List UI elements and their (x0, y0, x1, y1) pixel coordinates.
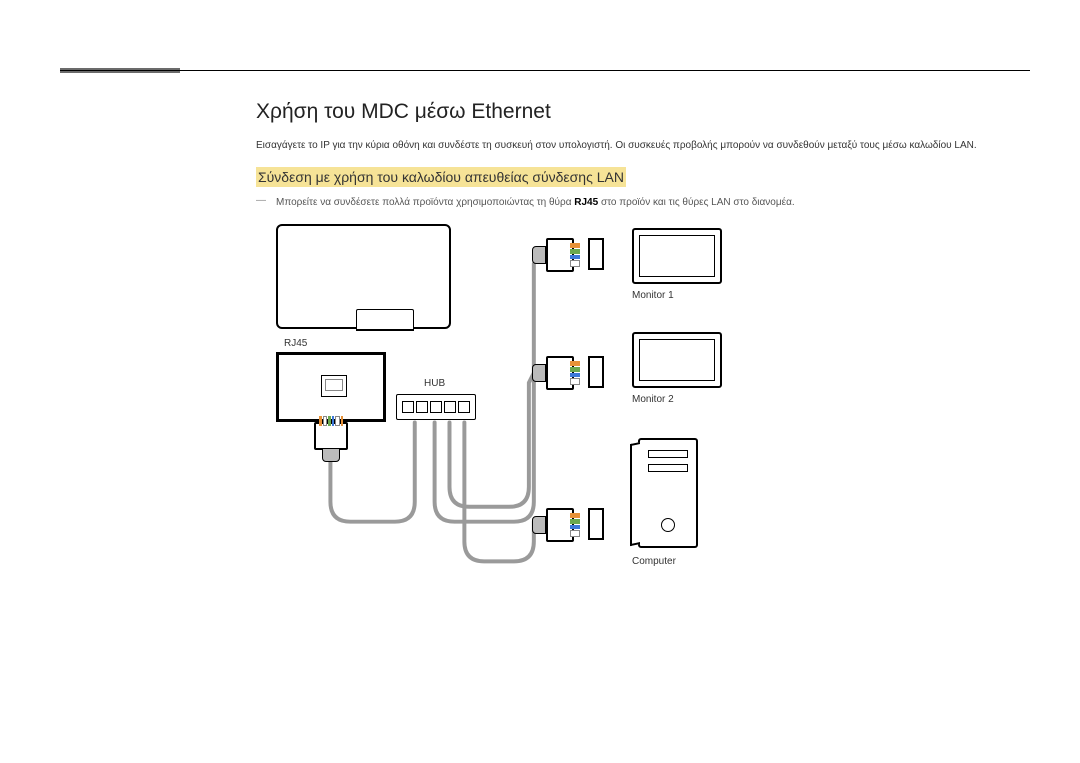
monitor1-label: Monitor 1 (632, 290, 674, 301)
rj45-port-icon (321, 375, 347, 397)
monitor-icon (632, 228, 722, 284)
computer-tower-icon (638, 438, 698, 548)
lan-socket-icon (588, 238, 604, 270)
note-prefix: Μπορείτε να συνδέσετε πολλά προϊόντα χρη… (276, 197, 574, 208)
rj45-plug-icon (546, 356, 574, 390)
computer-label: Computer (632, 556, 676, 567)
monitor2-label: Monitor 2 (632, 394, 674, 405)
lan-socket-icon (588, 508, 604, 540)
rj45-plug-icon (546, 238, 574, 272)
subheading: Σύνδεση με χρήση του καλωδίου απευθείας … (256, 167, 626, 187)
display-stand-icon (356, 309, 414, 331)
display-device-icon (276, 224, 451, 329)
note-text: Μπορείτε να συνδέσετε πολλά προϊόντα χρη… (256, 197, 1030, 208)
rj45-panel-icon (276, 352, 386, 422)
note-suffix: στο προϊόν και τις θύρες LAN στο διανομέ… (598, 197, 794, 208)
lan-socket-icon (588, 356, 604, 388)
hub-label: HUB (424, 378, 445, 389)
rj45-plug-icon (546, 508, 574, 542)
monitor-icon (632, 332, 722, 388)
note-bold: RJ45 (574, 197, 598, 208)
rj45-label: RJ45 (284, 338, 307, 349)
page-content: Χρήση του MDC μέσω Ethernet Εισαγάγετε τ… (256, 100, 1030, 604)
intro-text: Εισαγάγετε το IP για την κύρια οθόνη και… (256, 138, 1030, 153)
header-rule (60, 70, 1030, 71)
hub-icon (396, 394, 476, 420)
page-heading: Χρήση του MDC μέσω Ethernet (256, 100, 1030, 124)
rj45-plug-icon (314, 422, 348, 450)
connection-diagram: RJ45 HUB (256, 224, 1030, 604)
